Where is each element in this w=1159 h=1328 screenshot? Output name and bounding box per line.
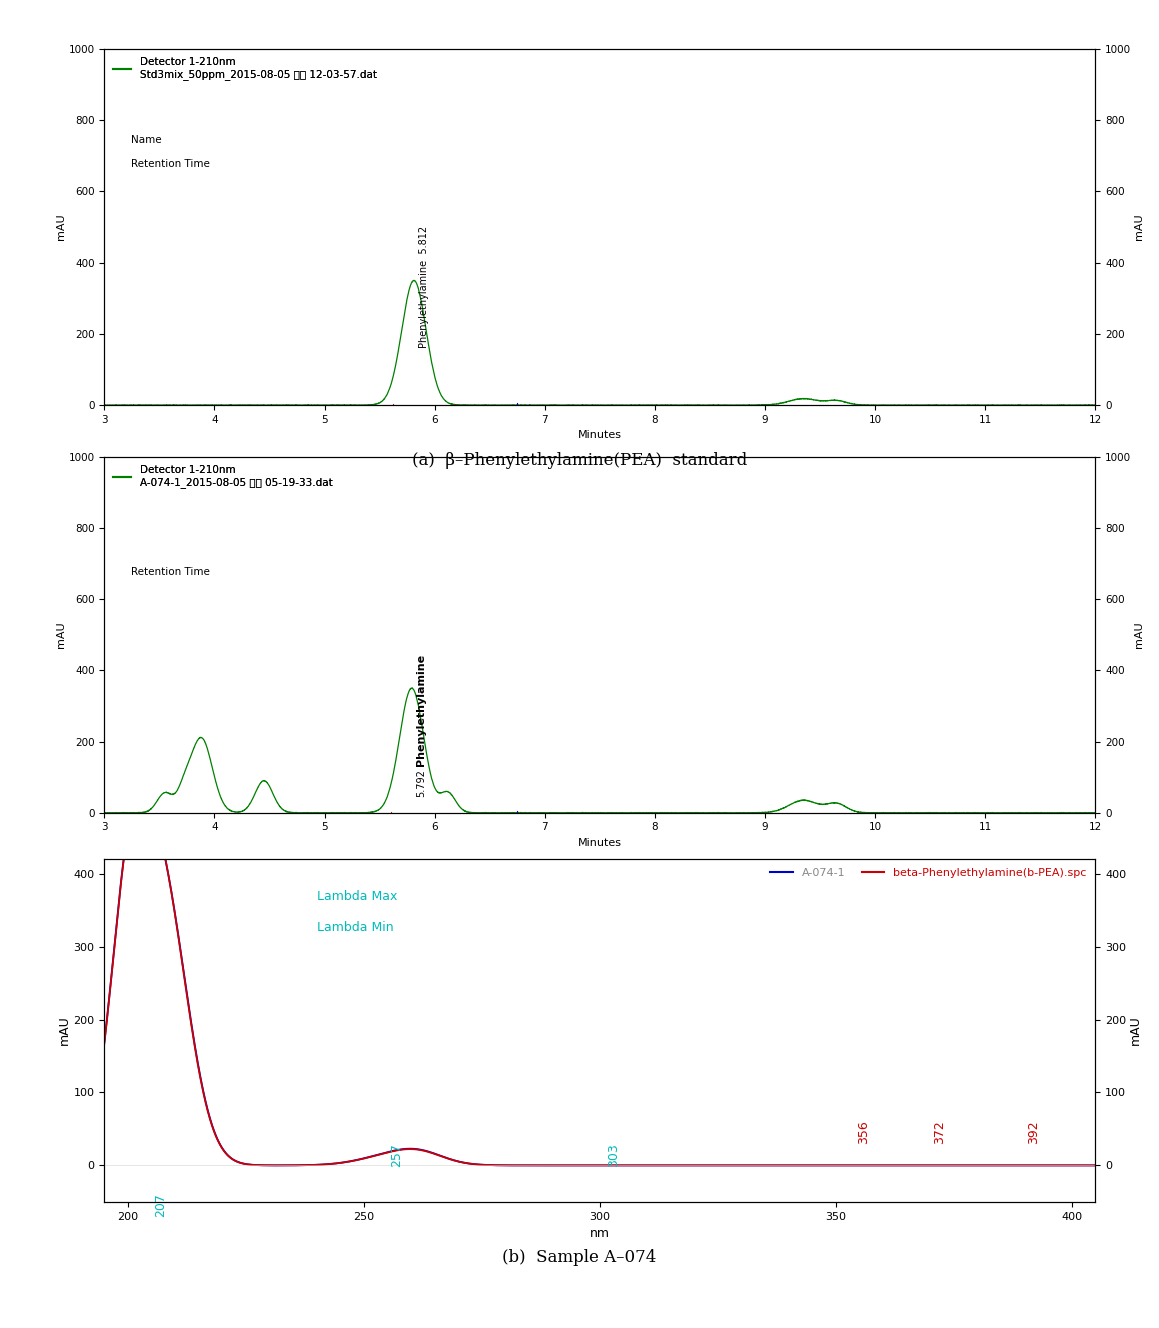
Text: 5.792: 5.792 xyxy=(416,769,425,797)
Y-axis label: mAU: mAU xyxy=(1129,1016,1142,1045)
Y-axis label: mAU: mAU xyxy=(58,1016,71,1045)
Y-axis label: mAU: mAU xyxy=(56,214,66,240)
Text: 303: 303 xyxy=(607,1143,620,1167)
Text: Lambda Max: Lambda Max xyxy=(318,890,398,903)
Text: 372: 372 xyxy=(933,1120,946,1143)
X-axis label: Minutes: Minutes xyxy=(578,430,621,441)
Text: (a)  β–Phenylethylamine(PEA)  standard: (a) β–Phenylethylamine(PEA) standard xyxy=(411,452,748,469)
Legend: Detector 1-210nm
Std3mix_50ppm_2015-08-05 오전 12-03-57.dat: Detector 1-210nm Std3mix_50ppm_2015-08-0… xyxy=(109,54,380,84)
Text: Name: Name xyxy=(131,134,162,145)
Text: 356: 356 xyxy=(858,1120,870,1143)
Text: Phenylethylamine: Phenylethylamine xyxy=(416,655,425,766)
X-axis label: nm: nm xyxy=(590,1227,610,1240)
Text: Retention Time: Retention Time xyxy=(131,159,210,170)
Text: 392: 392 xyxy=(1027,1120,1041,1143)
Text: Retention Time: Retention Time xyxy=(131,567,210,578)
Y-axis label: mAU: mAU xyxy=(1134,214,1144,240)
X-axis label: Minutes: Minutes xyxy=(578,838,621,849)
Text: (b)  Sample A–074: (b) Sample A–074 xyxy=(502,1248,657,1266)
Text: Phenylethylamine  5.812: Phenylethylamine 5.812 xyxy=(418,226,429,348)
Y-axis label: mAU: mAU xyxy=(56,622,66,648)
Y-axis label: mAU: mAU xyxy=(1134,622,1144,648)
Legend: Detector 1-210nm
A-074-1_2015-08-05 오전 05-19-33.dat: Detector 1-210nm A-074-1_2015-08-05 오전 0… xyxy=(109,462,336,491)
Legend: A-074-1, beta-Phenylethylamine(b-PEA).spc: A-074-1, beta-Phenylethylamine(b-PEA).sp… xyxy=(767,865,1089,882)
Text: 257: 257 xyxy=(391,1143,403,1167)
Text: Lambda Min: Lambda Min xyxy=(318,922,394,934)
Text: 207: 207 xyxy=(154,1193,167,1216)
